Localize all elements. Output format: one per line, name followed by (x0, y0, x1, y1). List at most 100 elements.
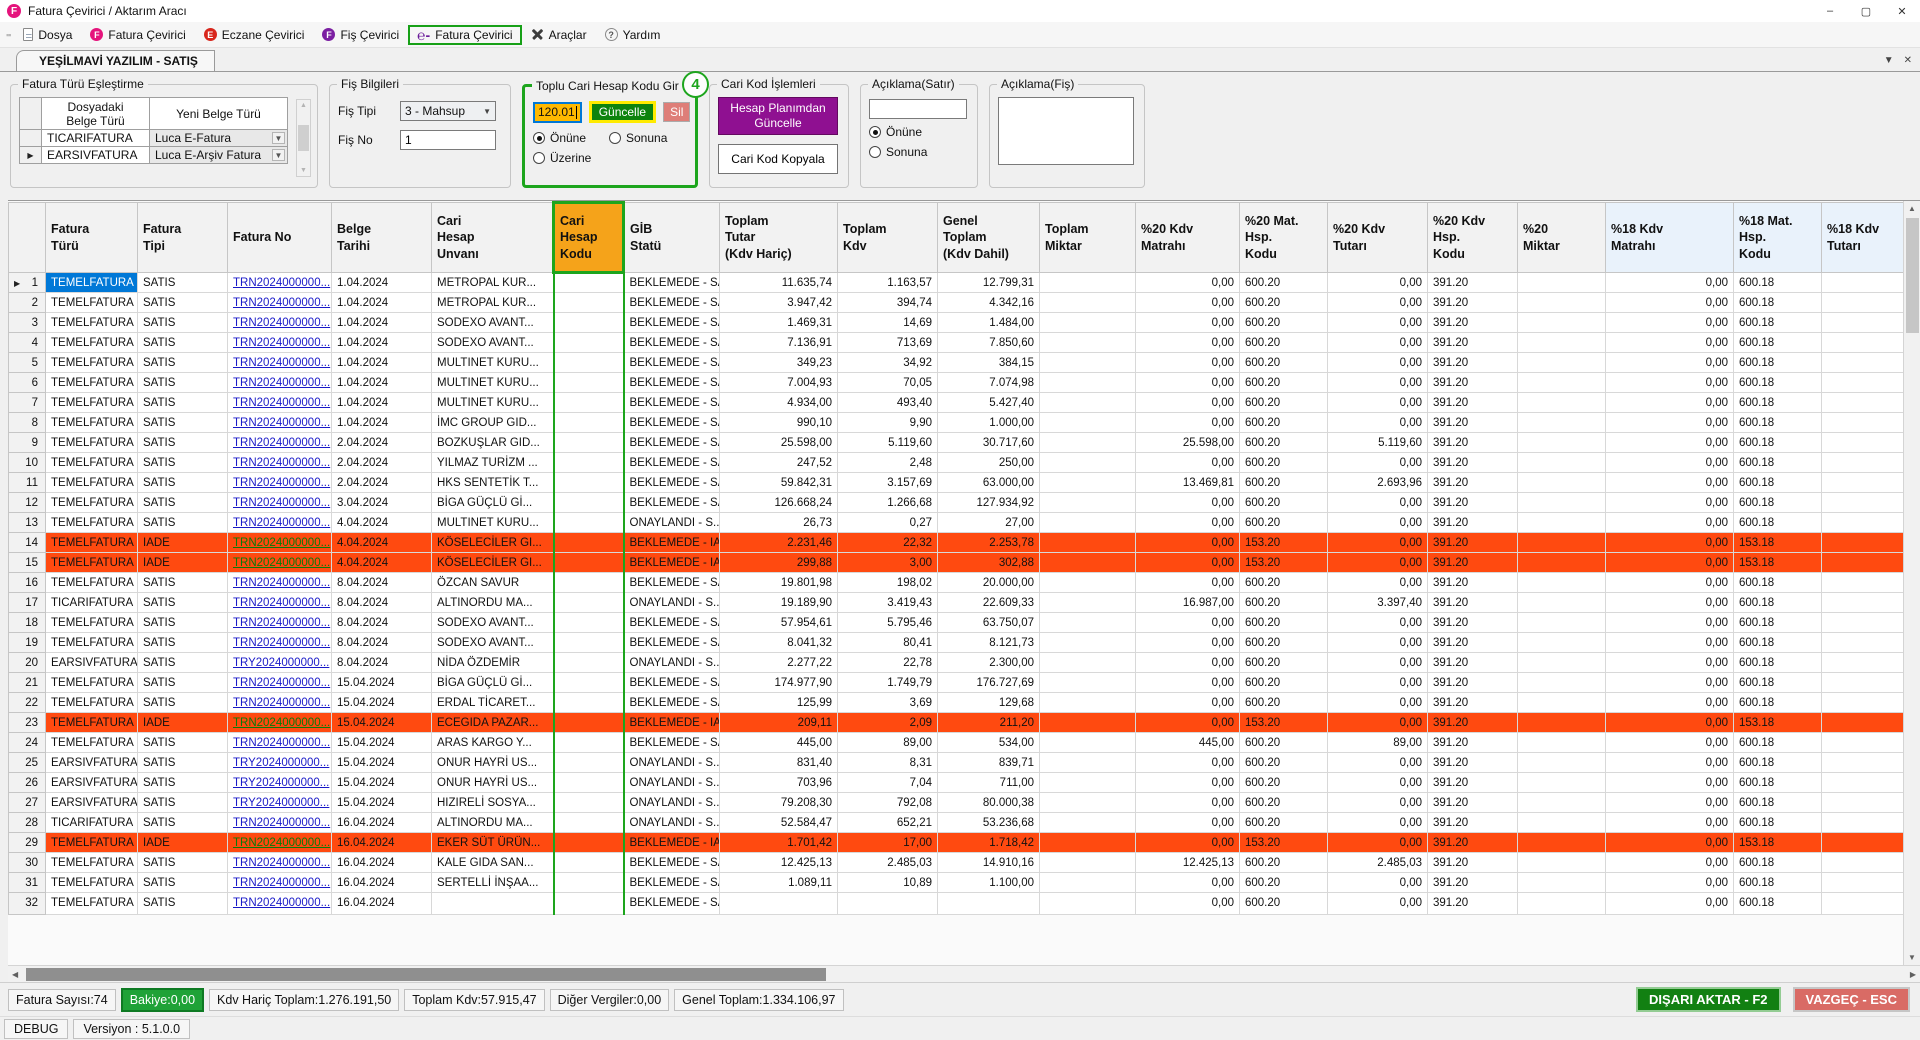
cell-fatura-no[interactable]: TRN2024000000... (228, 413, 332, 433)
cell-kdv18-matrahi[interactable]: 0,00 (1606, 453, 1734, 473)
fatura-no-link[interactable]: TRN2024000000... (233, 497, 330, 509)
menu-item-ara-lar[interactable]: Araçlar (522, 25, 596, 45)
cell-fatura-no[interactable]: TRN2024000000... (228, 613, 332, 633)
cell-toplam-kdv[interactable]: 198,02 (838, 573, 938, 593)
col-header-fatura-tipi[interactable]: Fatura Tipi (138, 203, 228, 273)
cell-mat18-hsp-kodu[interactable]: 600.18 (1734, 293, 1822, 313)
cell-belge-tarihi[interactable]: 3.04.2024 (332, 493, 432, 513)
cell-toplam-kdv[interactable]: 3,00 (838, 553, 938, 573)
cell-kdv18-tutari[interactable] (1822, 393, 1904, 413)
cell-belge-tarihi[interactable]: 15.04.2024 (332, 713, 432, 733)
fatura-no-link[interactable]: TRN2024000000... (233, 277, 330, 289)
cell-miktar20[interactable] (1518, 813, 1606, 833)
cell-kdv18-tutari[interactable] (1822, 853, 1904, 873)
cell-kdv18-tutari[interactable] (1822, 633, 1904, 653)
cell-kdv18-matrahi[interactable]: 0,00 (1606, 853, 1734, 873)
cell-toplam-kdv[interactable]: 70,05 (838, 373, 938, 393)
cell-belge-tarihi[interactable]: 15.04.2024 (332, 693, 432, 713)
cell-genel-toplam[interactable]: 30.717,60 (938, 433, 1040, 453)
cell-belge-tarihi[interactable]: 1.04.2024 (332, 413, 432, 433)
cell-toplam-kdv[interactable]: 22,78 (838, 653, 938, 673)
col-header-miktar20[interactable]: %20 Miktar (1518, 203, 1606, 273)
cell-mat20-hsp-kodu[interactable]: 600.20 (1240, 593, 1328, 613)
row-header-cell[interactable]: 3 (9, 313, 46, 333)
cell-cari-hesap-unvani[interactable]: ARAS KARGO Y... (432, 733, 554, 753)
cell-gib-statu[interactable]: ONAYLANDI - S... (624, 753, 720, 773)
fatura-no-link[interactable]: TRN2024000000... (233, 457, 330, 469)
cell-fatura-no[interactable]: TRN2024000000... (228, 633, 332, 653)
cell-fatura-no[interactable]: TRN2024000000... (228, 373, 332, 393)
fatura-no-link[interactable]: TRN2024000000... (233, 417, 330, 429)
col-header-mat20-hsp-kodu[interactable]: %20 Mat. Hsp. Kodu (1240, 203, 1328, 273)
cell-cari-hesap-kodu[interactable] (554, 793, 624, 813)
guncelle-button[interactable]: Güncelle (589, 101, 656, 123)
cell-fatura-no[interactable]: TRY2024000000... (228, 793, 332, 813)
cell-fatura-no[interactable]: TRN2024000000... (228, 713, 332, 733)
cell-fatura-tipi[interactable]: IADE (138, 553, 228, 573)
cell-fatura-turu[interactable]: EARSIVFATURA (46, 773, 138, 793)
fatura-no-link[interactable]: TRN2024000000... (233, 357, 330, 369)
cell-gib-statu[interactable]: BEKLEMEDE - SA... (624, 853, 720, 873)
cell-kdv20-tutari[interactable]: 0,00 (1328, 333, 1428, 353)
cell-kdv20-hsp-kodu[interactable]: 391.20 (1428, 873, 1518, 893)
cell-miktar20[interactable] (1518, 273, 1606, 293)
cell-genel-toplam[interactable]: 384,15 (938, 353, 1040, 373)
col-header-kdv18-matrahi[interactable]: %18 Kdv Matrahı (1606, 203, 1734, 273)
cell-fatura-tipi[interactable]: SATIS (138, 573, 228, 593)
cell-fatura-no[interactable]: TRN2024000000... (228, 353, 332, 373)
cell-mat20-hsp-kodu[interactable]: 600.20 (1240, 353, 1328, 373)
cell-kdv18-tutari[interactable] (1822, 413, 1904, 433)
cell-toplam-tutar[interactable] (720, 893, 838, 915)
cell-fatura-no[interactable]: TRN2024000000... (228, 533, 332, 553)
cell-belge-tarihi[interactable]: 1.04.2024 (332, 373, 432, 393)
cell-mat20-hsp-kodu[interactable]: 600.20 (1240, 733, 1328, 753)
cell-miktar20[interactable] (1518, 713, 1606, 733)
col-header-toplam-kdv[interactable]: Toplam Kdv (838, 203, 938, 273)
cell-toplam-kdv[interactable]: 14,69 (838, 313, 938, 333)
cell-kdv20-tutari[interactable]: 0,00 (1328, 873, 1428, 893)
cell-genel-toplam[interactable]: 22.609,33 (938, 593, 1040, 613)
cell-kdv20-matrahi[interactable]: 0,00 (1136, 653, 1240, 673)
cell-genel-toplam[interactable]: 1.718,42 (938, 833, 1040, 853)
row-header-cell[interactable]: 32 (9, 893, 46, 915)
row-header-cell[interactable]: 27 (9, 793, 46, 813)
cell-cari-hesap-kodu[interactable] (554, 313, 624, 333)
cell-cari-hesap-unvani[interactable]: SODEXO AVANT... (432, 333, 554, 353)
scroll-up-icon[interactable]: ▲ (1908, 204, 1916, 213)
cell-kdv18-tutari[interactable] (1822, 833, 1904, 853)
sil-button[interactable]: Sil (663, 102, 690, 122)
cell-gib-statu[interactable]: BEKLEMEDE - IA... (624, 533, 720, 553)
cell-belge-tarihi[interactable]: 16.04.2024 (332, 893, 432, 915)
cell-toplam-kdv[interactable]: 1.266,68 (838, 493, 938, 513)
cell-fatura-tipi[interactable]: SATIS (138, 893, 228, 915)
row-header-cell[interactable]: 15 (9, 553, 46, 573)
fatura-no-link[interactable]: TRY2024000000... (233, 777, 329, 789)
cell-cari-hesap-kodu[interactable] (554, 833, 624, 853)
mapping-source-cell[interactable]: EARSIVFATURA (42, 147, 150, 164)
cell-mat20-hsp-kodu[interactable]: 600.20 (1240, 293, 1328, 313)
cell-gib-statu[interactable]: BEKLEMEDE - SA... (624, 353, 720, 373)
scroll-thumb[interactable] (26, 968, 826, 981)
cell-genel-toplam[interactable]: 250,00 (938, 453, 1040, 473)
cell-fatura-no[interactable]: TRN2024000000... (228, 593, 332, 613)
cell-mat20-hsp-kodu[interactable]: 600.20 (1240, 773, 1328, 793)
cell-kdv20-tutari[interactable]: 0,00 (1328, 533, 1428, 553)
cell-mat18-hsp-kodu[interactable]: 600.18 (1734, 653, 1822, 673)
cell-miktar20[interactable] (1518, 473, 1606, 493)
scroll-thumb[interactable] (298, 125, 309, 151)
cell-fatura-turu[interactable]: TEMELFATURA (46, 333, 138, 353)
cell-cari-hesap-kodu[interactable] (554, 393, 624, 413)
cell-kdv18-tutari[interactable] (1822, 733, 1904, 753)
cell-gib-statu[interactable]: ONAYLANDI - S... (624, 773, 720, 793)
cell-toplam-kdv[interactable]: 493,40 (838, 393, 938, 413)
cell-fatura-no[interactable]: TRN2024000000... (228, 553, 332, 573)
cell-mat18-hsp-kodu[interactable]: 600.18 (1734, 393, 1822, 413)
cell-kdv20-tutari[interactable]: 89,00 (1328, 733, 1428, 753)
cell-kdv20-matrahi[interactable]: 0,00 (1136, 693, 1240, 713)
cell-toplam-miktar[interactable] (1040, 613, 1136, 633)
cell-miktar20[interactable] (1518, 333, 1606, 353)
cell-toplam-tutar[interactable]: 1.089,11 (720, 873, 838, 893)
cell-kdv18-tutari[interactable] (1822, 273, 1904, 293)
cell-fatura-no[interactable]: TRN2024000000... (228, 433, 332, 453)
cell-belge-tarihi[interactable]: 15.04.2024 (332, 673, 432, 693)
